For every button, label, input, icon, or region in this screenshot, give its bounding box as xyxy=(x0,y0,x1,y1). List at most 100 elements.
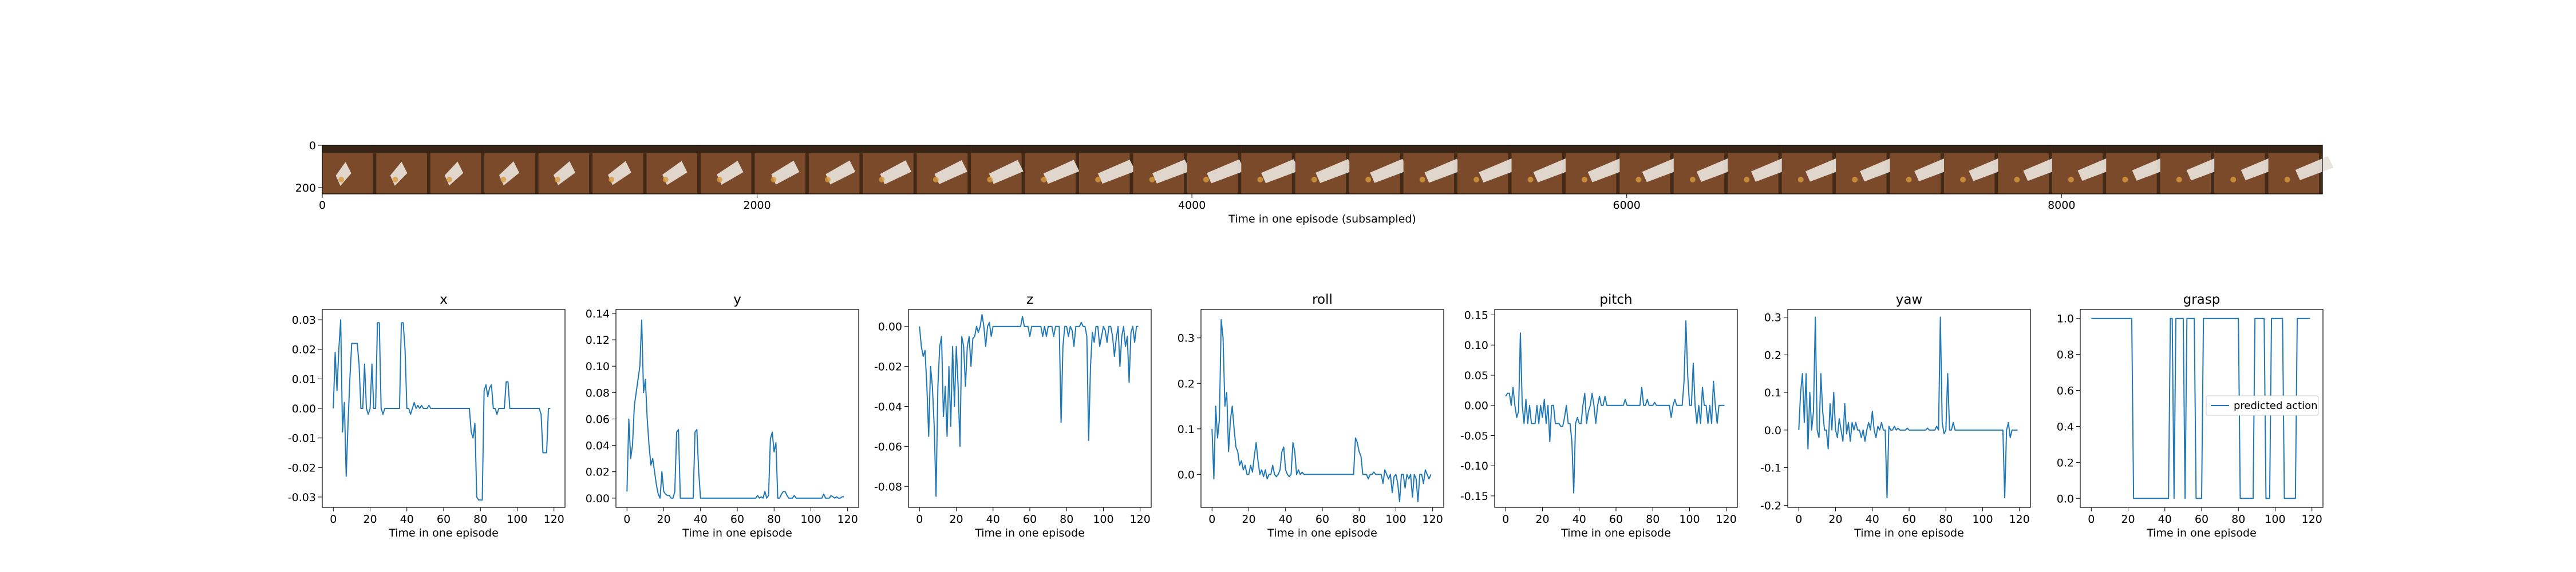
strip-frame xyxy=(1781,145,1844,194)
plot-z: 0 20 40 60 80 100 120 -0.08 -0.06 -0.04 -0.02 0.00 z… xyxy=(874,292,1152,539)
xtick-label: 100 xyxy=(1385,513,1406,526)
frame-highlight xyxy=(1203,177,1209,182)
xtick-label: 40 xyxy=(986,513,1000,526)
frame-object xyxy=(1261,159,1299,184)
plot-xlabel: Time in one episode xyxy=(1854,527,1964,539)
frame-object xyxy=(2023,157,2062,181)
plot-pitch: 0 20 40 60 80 100 120 -0.15 -0.10 -0.05 0.00 0.05 0.… xyxy=(1460,292,1738,539)
ytick-label: -0.01 xyxy=(288,432,316,445)
strip-frame xyxy=(863,145,918,194)
frame-background xyxy=(430,145,485,153)
xtick-label: 60 xyxy=(1315,513,1329,526)
xtick-label: 120 xyxy=(544,513,564,526)
strip-frame xyxy=(1457,145,1518,194)
frame-highlight xyxy=(1149,177,1155,182)
xtick-label: 100 xyxy=(1093,513,1113,526)
ytick-label: 0.03 xyxy=(292,314,316,327)
strip-frame xyxy=(1349,145,1408,194)
plot-xlabel: Time in one episode xyxy=(1267,527,1377,539)
ytick-label: 0.6 xyxy=(2057,385,2074,398)
frame-edge xyxy=(535,145,539,194)
frame-background xyxy=(1403,145,1458,153)
xtick-label: 0 xyxy=(1502,513,1509,526)
ytick-label: 0.4 xyxy=(2057,420,2074,433)
frame-background xyxy=(1295,145,1350,153)
ytick-label: 0.12 xyxy=(586,334,610,347)
frame-highlight xyxy=(500,177,507,182)
strip-frame-border xyxy=(322,145,2323,194)
frame-edge xyxy=(859,145,863,194)
strip-frame xyxy=(2268,145,2334,194)
frame-edge xyxy=(426,145,430,194)
xtick-label: 40 xyxy=(1279,513,1293,526)
frame-background xyxy=(1565,145,1620,153)
frame-object xyxy=(1097,160,1136,184)
xtick-label: 120 xyxy=(2302,513,2322,526)
xtick-label: 120 xyxy=(837,513,858,526)
frame-highlight xyxy=(987,177,993,182)
frame-background xyxy=(2214,145,2269,153)
strip-frame xyxy=(484,145,539,194)
series-line xyxy=(333,319,551,501)
ytick-label: 0.02 xyxy=(586,466,610,479)
frame-object xyxy=(1315,159,1354,183)
frame-object xyxy=(1696,158,1735,182)
strip-frame xyxy=(1673,145,1735,194)
frame-object xyxy=(934,160,967,184)
frame-background xyxy=(916,145,971,153)
frame-object xyxy=(1642,158,1681,182)
strip-frame xyxy=(430,145,485,194)
frame-background xyxy=(1998,145,2053,153)
frame-highlight xyxy=(1635,177,1642,182)
ytick-label: -0.02 xyxy=(874,361,902,374)
frame-highlight xyxy=(1311,177,1317,182)
xtick-label: 120 xyxy=(1130,513,1151,526)
plot-roll: 0 20 40 60 80 100 120 0.0 0.1 0.2 0.3 roll Time in o… xyxy=(1178,292,1444,539)
ytick-label: 0.2 xyxy=(2057,456,2074,469)
strip-xtick-label: 8000 xyxy=(2048,199,2075,212)
plot-xlabel: Time in one episode xyxy=(388,527,499,539)
plot-grasp: 0 20 40 60 80 100 120 0.0 0.2 0.4 0.6 0.8 1.0 grasp Ti… xyxy=(2057,292,2324,539)
xtick-label: 40 xyxy=(2158,513,2172,526)
frame-background xyxy=(1187,145,1242,153)
frame-background xyxy=(376,145,431,153)
frame-object xyxy=(1207,159,1245,184)
strip-frame xyxy=(1836,145,1898,194)
xtick-label: 20 xyxy=(1242,513,1255,526)
frame-background xyxy=(1673,145,1728,153)
frame-object xyxy=(1152,159,1191,184)
frame-background xyxy=(1241,145,1296,153)
xtick-label: 120 xyxy=(1423,513,1443,526)
xtick-label: 100 xyxy=(1972,513,1993,526)
xtick-label: 80 xyxy=(1939,513,1953,526)
frame-object xyxy=(2295,156,2334,180)
frame-background xyxy=(1349,145,1404,153)
ytick-label: 0.0 xyxy=(1764,424,1781,437)
xtick-label: 0 xyxy=(1208,513,1215,526)
strip-frame xyxy=(1025,145,1080,194)
strip-xlabel: Time in one episode (subsampled) xyxy=(1228,213,1416,225)
frame-object xyxy=(1370,158,1408,183)
frame-highlight xyxy=(879,177,885,182)
ytick-label: 0.10 xyxy=(586,360,610,373)
frame-edge xyxy=(1021,145,1025,194)
ytick-label: 0.08 xyxy=(586,387,610,399)
strip-frame xyxy=(1998,145,2062,194)
ytick-label: -0.10 xyxy=(1460,460,1488,472)
plot-xlabel: Time in one episode xyxy=(682,527,792,539)
frame-background xyxy=(2052,145,2107,153)
ytick-label: -0.08 xyxy=(874,480,902,493)
ytick-label: 0.2 xyxy=(1178,378,1195,390)
strip-frame xyxy=(916,145,971,194)
frame-object xyxy=(1479,158,1518,183)
xtick-label: 20 xyxy=(1535,513,1549,526)
xtick-label: 120 xyxy=(2009,513,2030,526)
ytick-label: 1.0 xyxy=(2057,313,2074,325)
frame-background xyxy=(1619,145,1674,153)
ytick-label: -0.05 xyxy=(1460,430,1488,442)
plot-y: 0 20 40 60 80 100 120 0.00 0.02 0.04 0.06 0.08 0.10 0… xyxy=(586,292,859,539)
ytick-label: 0.06 xyxy=(586,413,610,426)
frame-object xyxy=(771,160,800,185)
strip-frame xyxy=(2160,145,2225,194)
strip-xtick-label: 4000 xyxy=(1178,199,1206,212)
